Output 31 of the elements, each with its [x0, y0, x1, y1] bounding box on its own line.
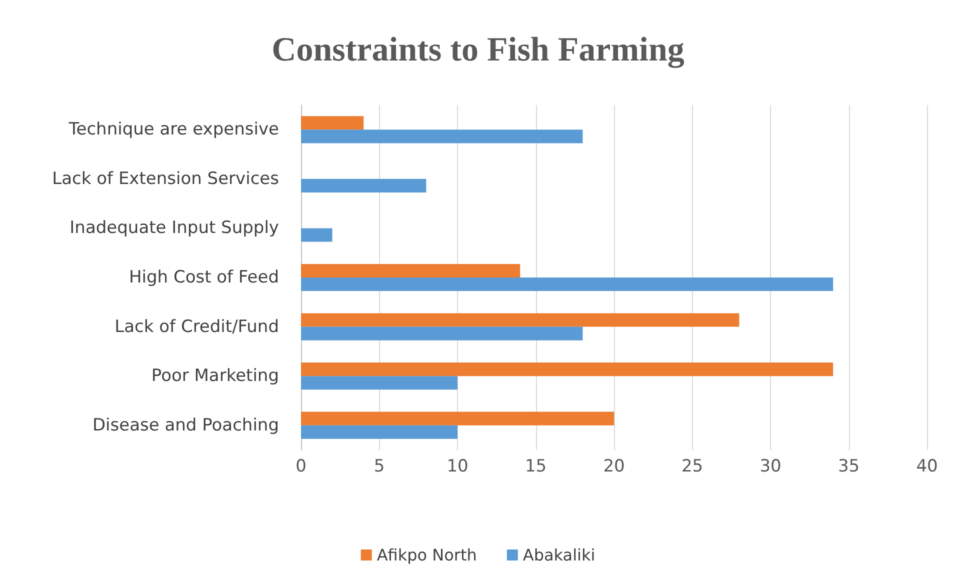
legend-label: Abakaliki	[522, 546, 596, 564]
bar	[301, 130, 583, 144]
x-tick-label: 10	[446, 456, 468, 476]
legend-label: Afikpo North	[376, 546, 477, 564]
x-tick-label: 40	[916, 456, 938, 476]
y-tick-label: Poor Marketing	[151, 366, 279, 386]
x-tick-label: 20	[603, 456, 625, 476]
y-tick-label: Lack of Extension Services	[52, 168, 280, 189]
bar	[301, 178, 426, 192]
y-tick-label: High Cost of Feed	[128, 268, 279, 288]
bar	[301, 376, 458, 390]
bar	[301, 278, 834, 292]
bar	[301, 412, 614, 426]
x-tick-label: 15	[524, 456, 547, 476]
y-tick-label: Inadequate Input Supply	[70, 218, 279, 238]
bar	[301, 326, 583, 340]
bar	[301, 116, 364, 130]
bar	[301, 362, 834, 376]
bar	[301, 264, 520, 278]
x-tick-label: 35	[838, 456, 860, 476]
x-tick-label: 30	[760, 456, 782, 476]
y-tick-label: Technique are expensive	[68, 120, 279, 140]
x-tick-label: 25	[681, 456, 704, 476]
y-tick-label: Disease and Poaching	[92, 415, 279, 436]
x-tick-label: 0	[296, 456, 306, 476]
x-tick-label: 5	[374, 456, 385, 476]
chart-title: Constraints to Fish Farming	[272, 32, 684, 68]
bar	[301, 425, 458, 439]
bar	[301, 228, 332, 242]
bar	[301, 313, 740, 327]
y-tick-label: Lack of Credit/Fund	[114, 316, 279, 337]
